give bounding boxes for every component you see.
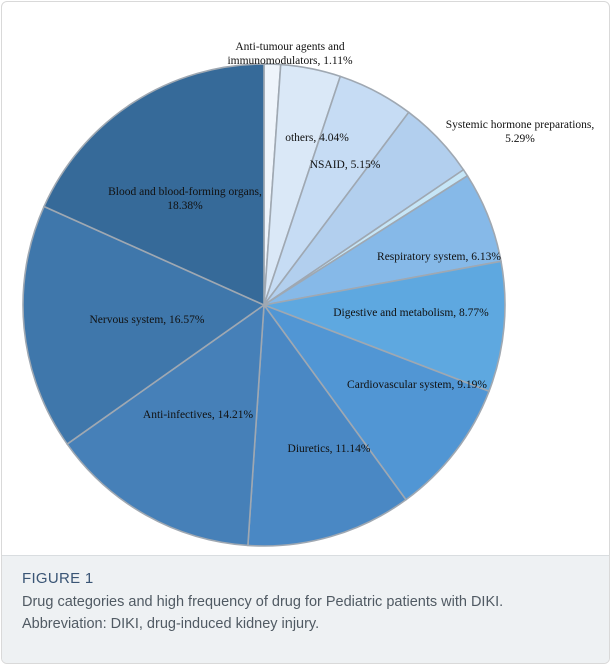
slice-label: Systemic hormone preparations, 5.29%: [446, 119, 595, 145]
slice-label: Blood and blood-forming organs, 18.38%: [108, 186, 262, 212]
slice-label-line: Anti-tumour agents and: [235, 41, 344, 53]
slice-label: Digestive and metabolism, 8.77%: [333, 307, 489, 319]
pie-slices: [22, 63, 506, 547]
slice-label-line: others, 4.04%: [285, 132, 349, 144]
pie-slice: [263, 304, 490, 501]
slice-label: Anti-infectives, 14.21%: [143, 409, 254, 421]
slice-label: Nervous system, 16.57%: [90, 314, 205, 326]
slice-label-line: Digestive and metabolism, 8.77%: [333, 307, 489, 319]
pie-slice: [66, 304, 265, 547]
pie-slice: [247, 304, 407, 547]
slice-label-line: 5.29%: [505, 133, 535, 145]
pie-slice: [43, 63, 265, 306]
slice-label-line: Diuretics, 11.14%: [288, 443, 371, 455]
slice-label-line: Respiratory system, 6.13%: [377, 251, 501, 263]
slice-label-line: Nervous system, 16.57%: [90, 314, 205, 326]
slice-label-line: Systemic hormone preparations,: [446, 119, 595, 131]
slice-label-line: NSAID, 5.15%: [310, 159, 381, 171]
slice-label-line: Blood and blood-forming organs,: [108, 186, 262, 198]
slice-label: Respiratory system, 6.13%: [377, 251, 501, 263]
slice-label: Anti-tumour agents and immunomodulators, …: [227, 41, 353, 67]
pie-labels: Anti-tumour agents and immunomodulators, …: [90, 41, 595, 455]
caption-label: FIGURE 1: [22, 570, 94, 587]
slice-label-line: immunomodulators, 1.11%: [227, 55, 353, 67]
slice-label: Diuretics, 11.14%: [288, 443, 371, 455]
slice-label-line: 18.38%: [167, 200, 203, 212]
slice-label: Cardiovascular system, 9.19%: [347, 379, 487, 391]
figure-caption: FIGURE 1 Drug categories and high freque…: [2, 555, 609, 663]
caption-text: Drug categories and high frequency of dr…: [22, 594, 504, 632]
pie-slice: [22, 205, 265, 445]
slice-label: others, 4.04%: [285, 132, 349, 144]
slice-label-line: Cardiovascular system, 9.19%: [347, 379, 487, 391]
slice-label: NSAID, 5.15%: [310, 159, 381, 171]
slice-label-line: Anti-infectives, 14.21%: [143, 409, 254, 421]
pie-chart: Anti-tumour agents and immunomodulators, …: [22, 41, 595, 547]
pie-slice: [263, 260, 506, 393]
